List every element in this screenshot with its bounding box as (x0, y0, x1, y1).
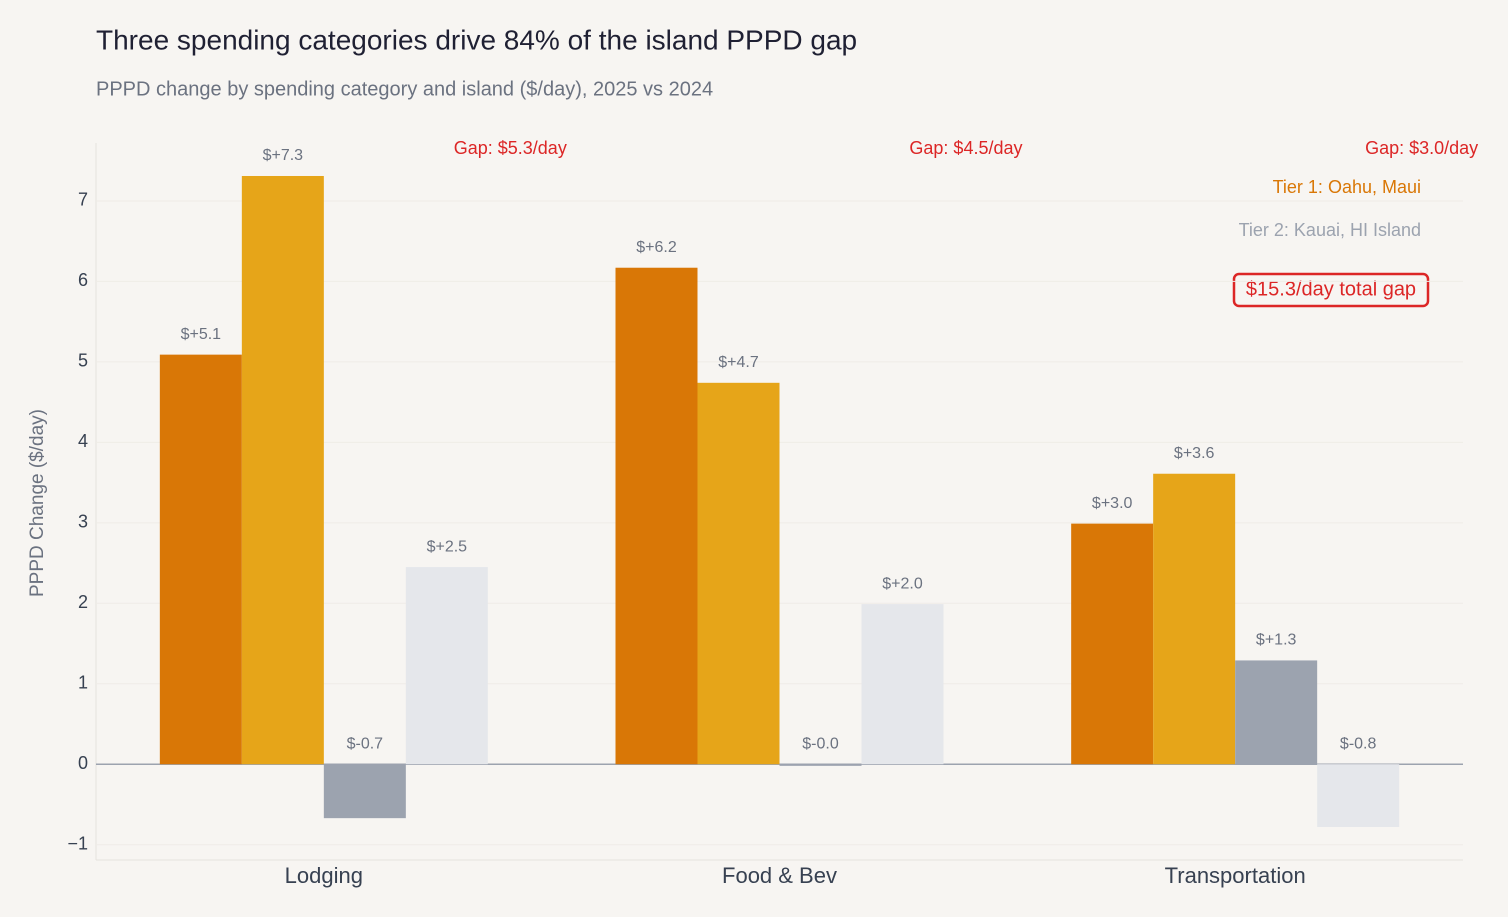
x-tick-label: Lodging (285, 863, 363, 888)
total-gap-box (1232, 272, 1430, 308)
x-tick-label: Transportation (1165, 863, 1306, 888)
y-tick-label: 4 (78, 431, 88, 451)
y-tick-label: 6 (78, 270, 88, 290)
y-tick-label: 2 (78, 592, 88, 612)
y-tick-label: −1 (67, 833, 88, 853)
value-label: $+7.3 (263, 147, 304, 164)
y-tick-label: 7 (78, 190, 88, 210)
bar (615, 267, 698, 765)
tier-label: Tier 1: Oahu, Maui (1273, 177, 1421, 197)
chart-title: Three spending categories drive 84% of t… (96, 24, 857, 55)
bar (405, 567, 488, 765)
y-tick-label: 1 (78, 673, 88, 693)
bar (323, 764, 406, 819)
bar (241, 175, 324, 765)
bar (159, 354, 242, 765)
gap-label: Gap: $4.5/day (909, 138, 1022, 158)
y-tick-label: 5 (78, 351, 88, 371)
tier-label: Tier 2: Kauai, HI Island (1239, 220, 1421, 240)
value-label: $+2.5 (427, 538, 468, 555)
value-label: $+2.0 (882, 575, 923, 592)
value-label: $+1.3 (1256, 632, 1297, 649)
value-label: $-0.7 (347, 735, 384, 752)
y-tick-label: 3 (78, 512, 88, 532)
bar (1317, 764, 1400, 828)
gap-label: Gap: $3.0/day (1365, 138, 1478, 158)
x-tick-label: Food & Bev (722, 863, 837, 888)
total-gap-label: $15.3/day total gap (1246, 278, 1416, 300)
y-tick-label: 0 (78, 753, 88, 773)
bar (1071, 523, 1154, 765)
value-label: $+5.1 (181, 326, 222, 343)
bar (861, 604, 944, 765)
y-axis-label: PPPD Change ($/day) (27, 409, 48, 597)
value-label: $+4.7 (718, 354, 759, 371)
value-label: $-0.0 (802, 735, 839, 752)
value-label: $+3.0 (1092, 495, 1133, 512)
bar (779, 764, 862, 766)
value-label: $-0.8 (1340, 735, 1377, 752)
value-label: $+3.6 (1174, 445, 1215, 462)
chart-subtitle: PPPD change by spending category and isl… (96, 78, 713, 100)
value-label: $+6.2 (636, 239, 677, 256)
gap-label: Gap: $5.3/day (454, 138, 567, 158)
bar (1235, 660, 1318, 765)
bar (697, 382, 780, 765)
bar (1153, 473, 1236, 765)
